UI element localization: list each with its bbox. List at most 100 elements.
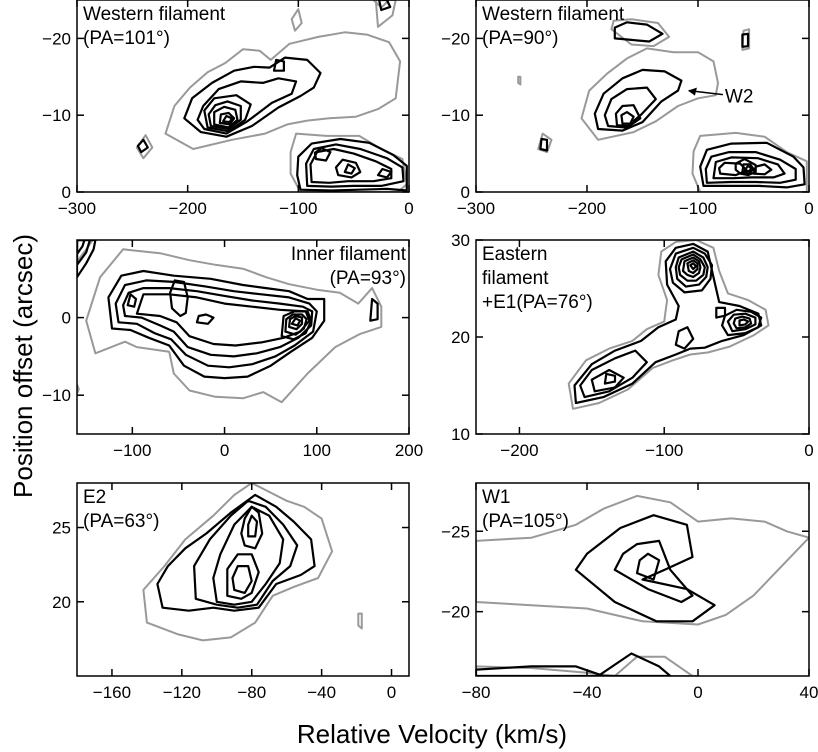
inner-contour-12 [720, 308, 763, 337]
panel-label-line: Inner filament [291, 244, 407, 265]
inner-contour-14 [195, 313, 215, 325]
inner-contour-8 [196, 77, 298, 135]
inner-contour-22 [343, 163, 356, 175]
inner-contour-8 [240, 505, 264, 550]
outer-contour-3 [613, 655, 699, 676]
y-tick-label: 0 [461, 183, 470, 202]
outer-contour-6 [517, 75, 522, 86]
x-tick-label: −80 [462, 683, 491, 702]
inner-contour-5 [603, 372, 617, 385]
panel-label-line: W1 [482, 487, 511, 508]
inner-contour-21 [334, 158, 362, 179]
outer-contour-2 [357, 612, 363, 630]
outer-contour-2 [289, 132, 408, 192]
y-tick-label: 30 [451, 231, 470, 250]
inner-contour-2 [573, 242, 763, 405]
panel-frame [475, 0, 810, 193]
panel-6: −80 −40 0 40 −25 −20 W1 (PA=105°) [441, 482, 818, 702]
inner-contour-7 [231, 564, 253, 595]
inner-contour-20 [741, 163, 755, 175]
inner-contour-15 [704, 151, 797, 184]
inner-contour-4 [590, 368, 625, 393]
x-tick-label: 0 [220, 441, 229, 460]
inner-contour-18 [305, 143, 405, 188]
outer-contour-3 [135, 134, 154, 160]
inner-contour-9 [280, 310, 313, 341]
outer-contour-3 [691, 131, 808, 192]
inner-contour-10 [284, 313, 308, 336]
inner-contour-18 [77, 240, 86, 256]
inner-contour-7 [674, 250, 709, 288]
y-tick-label: 10 [451, 425, 470, 444]
outer-contour-2 [77, 383, 80, 395]
inner-contour-11 [288, 314, 304, 331]
x-axis-title: Relative Velocity (km/s) [297, 719, 567, 749]
inner-contour-17 [296, 137, 408, 192]
outer-contour-1 [476, 494, 809, 626]
y-tick-label: −10 [42, 386, 71, 405]
x-tick-label: 0 [804, 441, 813, 460]
inner-contour-7 [593, 68, 683, 132]
x-tick-label: −80 [237, 683, 266, 702]
inner-contour-21 [743, 164, 753, 173]
inner-contour-6 [121, 287, 314, 358]
panel-label-line: (PA=63°) [83, 511, 159, 532]
inner-contour-4 [193, 499, 299, 609]
panel-label-line: filament [482, 268, 549, 289]
panel-4: −200 −100 0 10 20 30 Eastern filament +E1(PA=76°… [451, 231, 814, 460]
inner-contour-16 [674, 326, 695, 350]
x-tick-label: 0 [404, 199, 413, 218]
y-tick-label: 25 [52, 519, 71, 538]
inner-contour-16 [378, 0, 392, 12]
panel-label-line: E2 [83, 487, 106, 508]
panel-frame [76, 0, 410, 193]
y-tick-label: 0 [62, 309, 71, 328]
x-tick-label: 100 [303, 441, 331, 460]
x-tick-label: −100 [645, 441, 683, 460]
inner-contour-10 [207, 100, 242, 131]
inner-contour-17 [715, 306, 727, 319]
inner-contour-15 [738, 318, 750, 327]
inner-contour-4 [574, 514, 716, 623]
inner-contour-7 [183, 56, 322, 138]
y-axis-title: Position offset (arcsec) [8, 234, 38, 498]
inner-contour-11 [213, 105, 239, 129]
x-tick-label: 200 [395, 441, 423, 460]
inner-contour-17 [77, 240, 92, 266]
panel-label-line: (PA=93°) [330, 268, 406, 289]
x-tick-label: −120 [163, 683, 201, 702]
inner-contour-15 [369, 297, 379, 322]
x-tick-label: −40 [307, 683, 336, 702]
outer-contour-1 [567, 240, 770, 410]
inner-contour-9 [614, 104, 642, 128]
annotation-arrowhead [687, 87, 697, 96]
inner-contour-13 [222, 114, 233, 124]
panel-5: −160 −120 −80 −40 0 20 25 E2 (PA=63°) [52, 482, 410, 702]
y-tick-label: 0 [62, 183, 71, 202]
x-tick-label: 0 [693, 683, 702, 702]
inner-contour-20 [313, 147, 332, 162]
outer-contour-1 [164, 31, 402, 150]
inner-contour-3 [156, 493, 316, 612]
inner-contour-5 [212, 505, 285, 606]
inner-contour-14 [732, 315, 753, 330]
inner-contour-16 [77, 240, 97, 279]
inner-contour-14 [699, 141, 806, 189]
x-tick-label: −100 [113, 441, 151, 460]
inner-contour-5 [613, 539, 694, 604]
outer-contour-1 [580, 47, 719, 141]
inner-contour-17 [717, 161, 748, 177]
inner-contour-5 [114, 279, 318, 369]
inner-contour-12 [290, 317, 302, 327]
inner-contour-12 [218, 111, 236, 126]
inner-contour-23 [376, 167, 393, 179]
x-tick-label: −160 [93, 683, 131, 702]
y-tick-label: −25 [441, 522, 470, 541]
inner-contour-16 [712, 156, 786, 180]
x-tick-label: −100 [679, 199, 717, 218]
inner-contour-10 [686, 259, 699, 275]
x-tick-label: −200 [500, 441, 538, 460]
